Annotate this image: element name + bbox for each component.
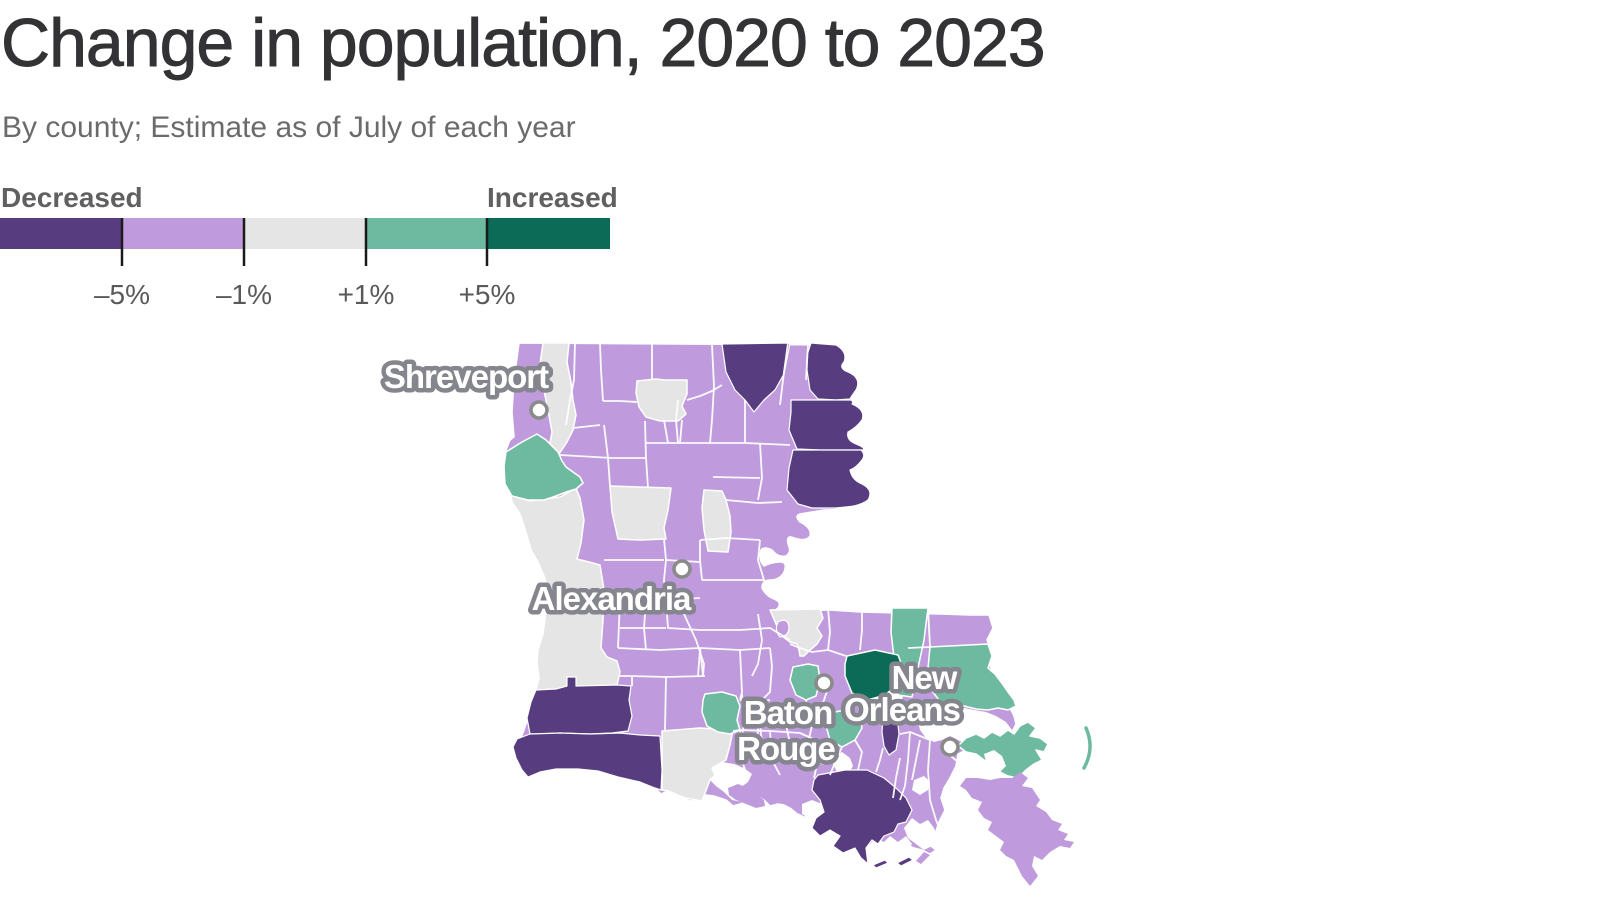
svg-text:New: New <box>892 659 958 696</box>
svg-text:Shreveport: Shreveport <box>384 358 549 395</box>
svg-text:Alexandria: Alexandria <box>532 580 692 617</box>
svg-text:–5%: –5% <box>94 279 150 310</box>
svg-text:Rouge: Rouge <box>737 730 835 767</box>
svg-text:–1%: –1% <box>216 279 272 310</box>
svg-text:+5%: +5% <box>459 279 516 310</box>
svg-text:Baton: Baton <box>744 694 833 731</box>
svg-text:+1%: +1% <box>338 279 395 310</box>
svg-text:Orleans: Orleans <box>844 691 960 728</box>
